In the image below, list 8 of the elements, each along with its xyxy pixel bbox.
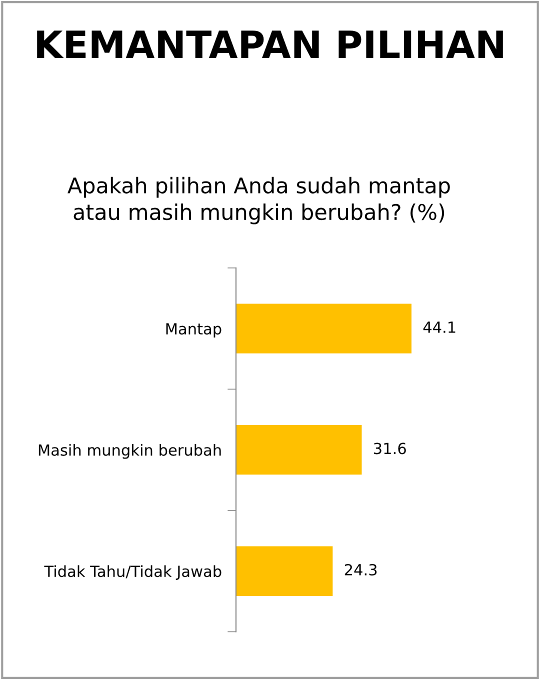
data-label: 24.3 xyxy=(344,564,377,576)
chart-subtitle: Apakah pilihan Anda sudah mantap atau masih mungkin berubah? (%) xyxy=(68,176,450,224)
y-tick-label: Tidak Tahu/Tidak Jawab xyxy=(44,565,222,580)
y-tick-label: Mantap xyxy=(166,323,222,338)
chart-title: KEMANTAPAN PILIHAN xyxy=(37,30,503,58)
data-label: 31.6 xyxy=(374,442,406,454)
data-label: 44.1 xyxy=(423,322,456,333)
y-tick-label: Masih mungkin berubah xyxy=(38,444,221,459)
